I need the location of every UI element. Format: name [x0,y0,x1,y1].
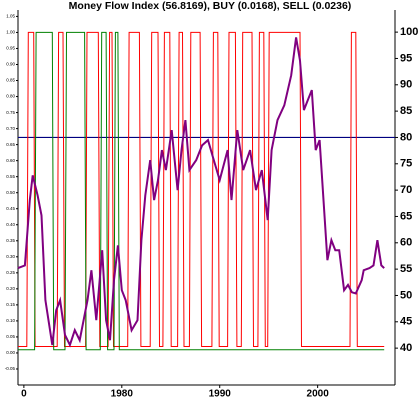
y-tick-label: 0.80 [6,94,15,99]
y2-tick-label: 65 [400,210,412,222]
y2-tick-label: 85 [400,105,412,117]
y-tick-label: 0.25 [6,270,15,275]
y2-tick-label: 55 [400,263,412,275]
y-tick-label: 1.05 [6,14,15,19]
x-tick-label: 0 [21,389,27,400]
y-tick-label: 0.15 [6,302,15,307]
y-tick-label: 0.55 [6,174,15,179]
y-tick-label: -0.05 [5,366,16,371]
y-tick-label: 1.00 [6,30,15,35]
x-tick-label: 1990 [209,389,232,400]
x-tick-label: 1980 [111,389,134,400]
y-tick-label: 0.50 [6,190,15,195]
y-tick-label: 0.00 [6,350,15,355]
y2-tick-label: 50 [400,289,412,301]
y2-tick-label: 45 [400,316,412,328]
y-tick-label: 0.95 [6,46,15,51]
y-tick-label: 0.35 [6,238,15,243]
y-tick-label: 0.60 [6,158,15,163]
chart-title: Money Flow Index (56.8169), BUY (0.0168)… [69,0,352,12]
x-tick-label: 2000 [307,389,330,400]
y-tick-label: 0.85 [6,78,15,83]
y2-tick-label: 90 [400,79,412,91]
series-line [18,31,385,347]
y-tick-label: 0.65 [6,142,15,147]
y-tick-label: 0.10 [6,318,15,323]
y2-tick-label: 80 [400,131,412,143]
y-tick-label: 0.20 [6,286,15,291]
y-tick-label: 0.70 [6,126,15,131]
y2-tick-label: 75 [400,158,412,170]
y2-tick-label: 95 [400,52,412,64]
y-tick-label: 0.75 [6,110,15,115]
y-tick-label: 0.45 [6,206,15,211]
y-tick-label: 0.05 [6,334,15,339]
y-tick-label: 0.40 [6,222,15,227]
y2-tick-label: 60 [400,237,412,249]
y-tick-label: 0.90 [6,62,15,67]
series-line [18,31,385,351]
y2-tick-label: 40 [400,342,412,354]
y2-tick-label: 70 [400,184,412,196]
series-line [17,37,385,348]
y-tick-label: 0.30 [6,254,15,259]
y2-tick-label: 100 [400,26,418,38]
